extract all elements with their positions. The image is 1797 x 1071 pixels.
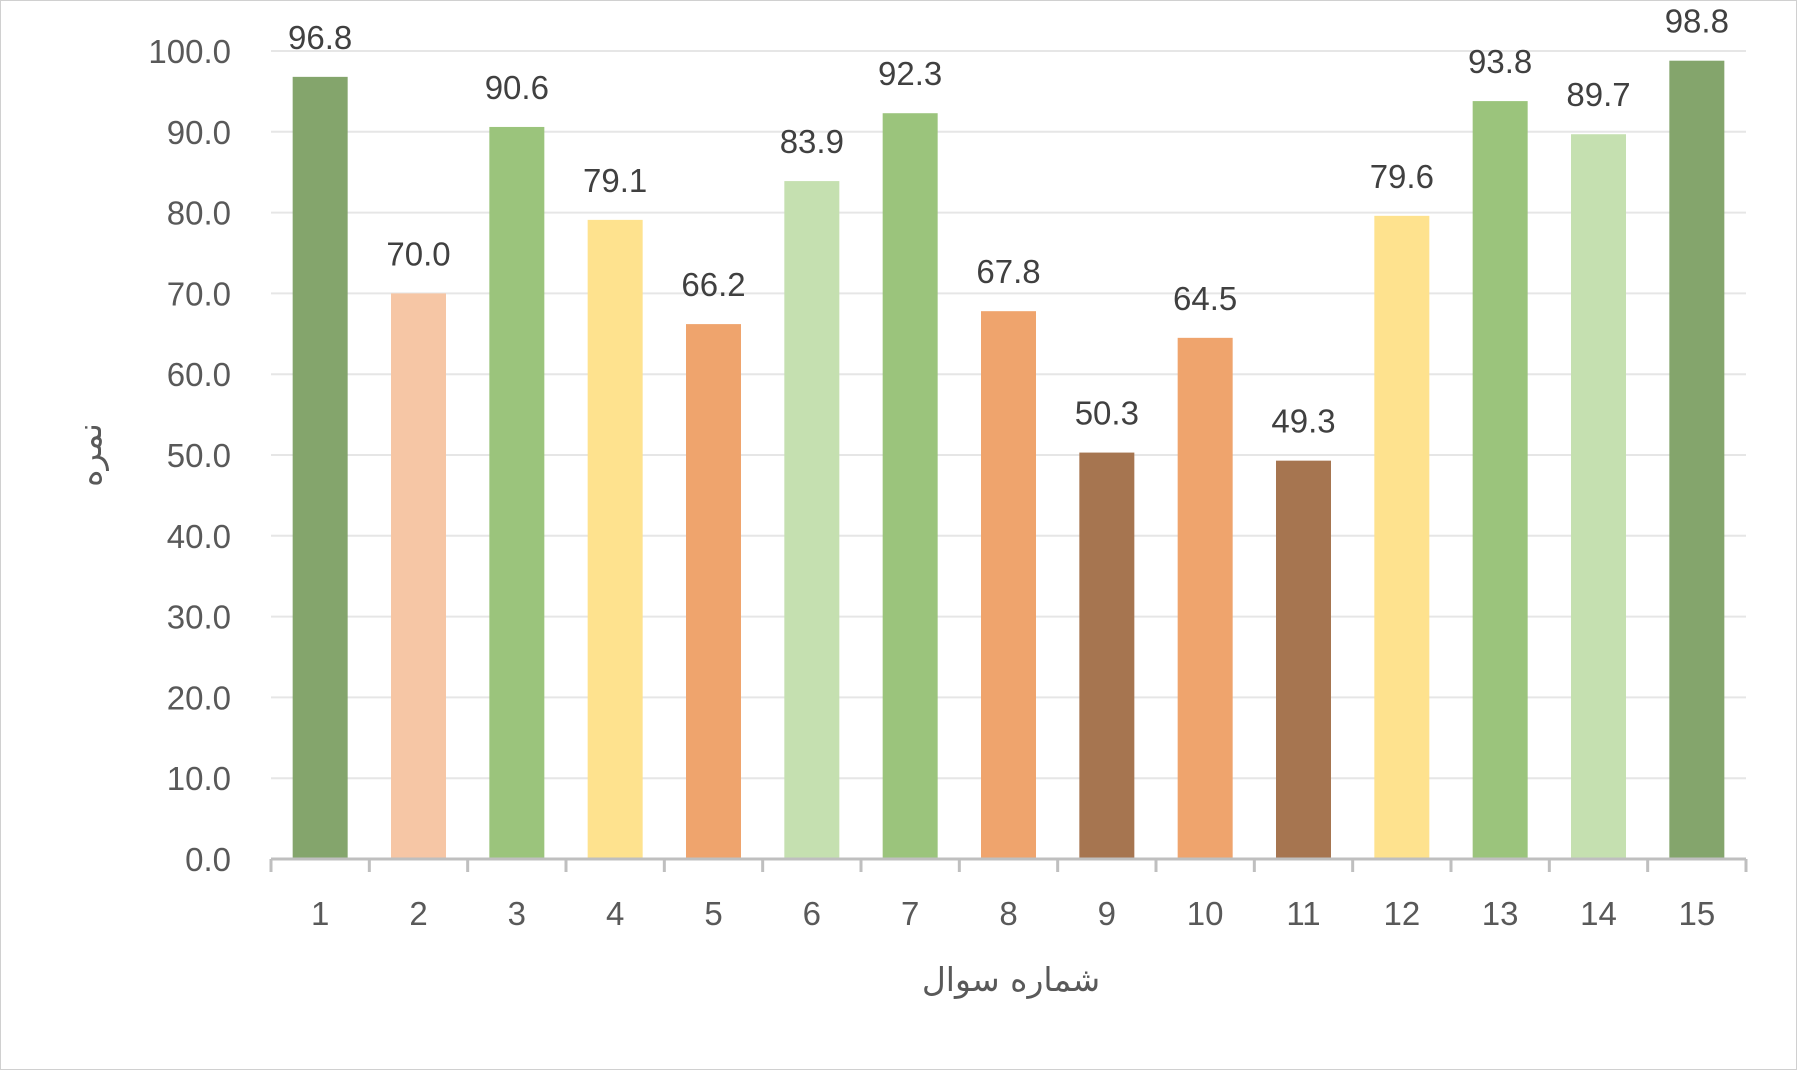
data-label: 89.7 [1566, 76, 1630, 113]
x-tick-label: 2 [409, 895, 427, 932]
x-tick-label: 14 [1580, 895, 1617, 932]
data-label: 90.6 [485, 69, 549, 106]
data-label: 70.0 [386, 235, 450, 272]
bar-q6 [784, 181, 840, 859]
y-tick-label: 80.0 [167, 195, 231, 232]
x-tick-label: 13 [1482, 895, 1519, 932]
bar-q15 [1669, 60, 1725, 860]
bar-q12 [1374, 215, 1430, 859]
bar-q5 [686, 324, 741, 859]
bar-q7 [882, 113, 938, 859]
x-tick-label: 15 [1678, 895, 1715, 932]
data-label: 49.3 [1271, 403, 1335, 440]
data-label: 79.1 [583, 162, 647, 199]
x-tick-label: 1 [311, 895, 329, 932]
data-labels: 96.8 70.0 90.6 79.1 66.2 83.9 92.3 67.8 50.3 64.5… [288, 3, 1729, 440]
bar-q8 [981, 311, 1036, 859]
y-tick-label: 30.0 [167, 599, 231, 636]
y-tick-label: 20.0 [167, 679, 231, 716]
y-axis-title: نمره [70, 423, 109, 487]
x-axis: 1 2 3 4 5 6 7 8 9 10 11 12 13 14 15 [269, 857, 1748, 932]
y-tick-label: 0.0 [185, 841, 231, 878]
x-tick-label: 6 [803, 895, 821, 932]
data-label: 64.5 [1173, 280, 1237, 317]
y-tick-label: 50.0 [167, 437, 231, 474]
y-tick-label: 10.0 [167, 760, 231, 797]
bar-q11 [1276, 460, 1331, 859]
bar-q1 [292, 76, 348, 859]
bar-q13 [1472, 101, 1528, 859]
y-tick-label: 60.0 [167, 356, 231, 393]
bar-q10 [1177, 337, 1233, 860]
data-label: 83.9 [780, 123, 844, 160]
data-label: 67.8 [976, 253, 1040, 290]
data-label: 93.8 [1468, 43, 1532, 80]
bar-q2 [391, 293, 446, 859]
x-tick-label: 8 [999, 895, 1017, 932]
x-tick-label: 10 [1187, 895, 1224, 932]
data-label: 50.3 [1075, 395, 1139, 432]
x-tick-label: 12 [1383, 895, 1420, 932]
bar-q4 [587, 219, 643, 859]
y-tick-label: 90.0 [167, 114, 231, 151]
x-tick-label: 5 [704, 895, 722, 932]
x-tick-label: 4 [606, 895, 624, 932]
y-axis: 0.0 10.0 20.0 30.0 40.0 50.0 60.0 70.0 80.0 90.0 1… [148, 33, 231, 878]
bar-q9 [1079, 452, 1135, 859]
data-label: 98.8 [1665, 3, 1729, 40]
bars [292, 60, 1725, 860]
data-label: 66.2 [681, 266, 745, 303]
bar-q14 [1571, 134, 1626, 859]
data-label: 79.6 [1370, 158, 1434, 195]
x-tick-label: 9 [1098, 895, 1116, 932]
y-tick-label: 70.0 [167, 275, 231, 312]
bar-q3 [489, 126, 545, 859]
x-tick-label: 7 [901, 895, 919, 932]
data-label: 92.3 [878, 55, 942, 92]
y-tick-label: 40.0 [167, 518, 231, 555]
data-label: 96.8 [288, 19, 352, 56]
y-tick-label: 100.0 [148, 33, 231, 70]
x-axis-title: شماره سوال [922, 960, 1100, 999]
x-tick-label: 3 [508, 895, 526, 932]
x-tick-label: 11 [1286, 895, 1320, 932]
